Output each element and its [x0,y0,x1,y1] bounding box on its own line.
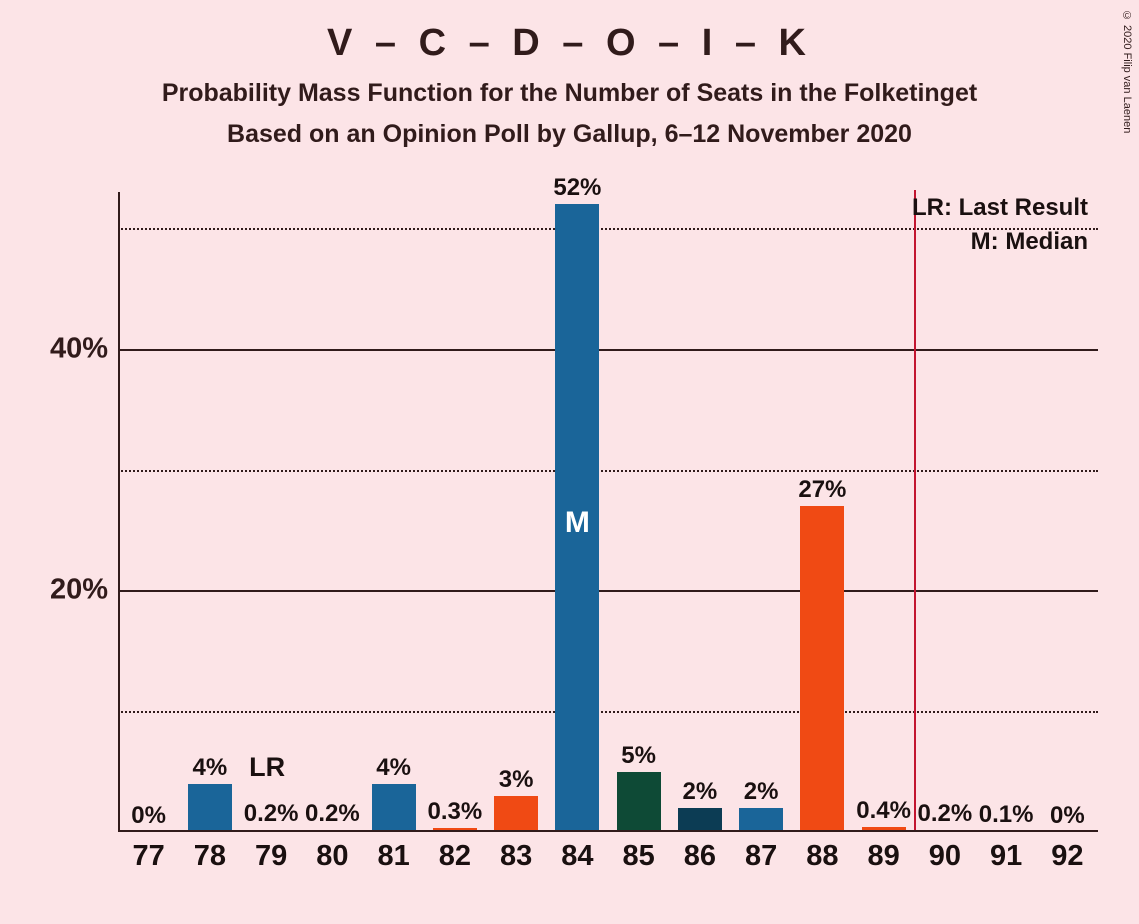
x-tick-label: 85 [622,840,654,873]
bar-value-label: 2% [744,778,779,806]
bar-value-label: 52% [553,174,601,202]
x-tick-label: 87 [745,840,777,873]
chart-subtitle: Probability Mass Function for the Number… [0,79,1139,108]
x-tick-label: 82 [439,840,471,873]
copyright-text: © 2020 Filip van Laenen [1121,10,1133,133]
bar-value-label: 0.2% [244,800,299,828]
grid-line [118,470,1098,472]
bar-value-label: 0.2% [918,800,973,828]
chart-title: V – C – D – O – I – K [0,0,1139,65]
median-annotation: M [565,506,590,540]
y-tick-label: 20% [50,574,108,607]
bar [617,772,661,832]
bar-value-label: 2% [683,778,718,806]
bar [372,784,416,832]
bar [494,796,538,832]
bar-value-label: 4% [376,754,411,782]
bar-value-label: 0.4% [856,797,911,825]
bar-value-label: 0.3% [428,798,483,826]
x-tick-label: 90 [929,840,961,873]
last-result-line [914,190,916,832]
x-tick-label: 77 [132,840,164,873]
bar-value-label: 0% [1050,802,1085,830]
x-tick-label: 91 [990,840,1022,873]
bar [739,808,783,832]
grid-line [118,349,1098,351]
x-tick-label: 83 [500,840,532,873]
bar-value-label: 27% [798,476,846,504]
bar-value-label: 0.2% [305,800,360,828]
x-tick-label: 89 [867,840,899,873]
bar [800,506,844,832]
y-axis [118,192,120,832]
x-tick-label: 79 [255,840,287,873]
lr-annotation: LR [249,752,285,783]
bar-value-label: 3% [499,766,534,794]
x-tick-label: 81 [377,840,409,873]
x-tick-label: 88 [806,840,838,873]
grid-line [118,590,1098,592]
bar-value-label: 4% [193,754,228,782]
y-tick-label: 40% [50,332,108,365]
bar [678,808,722,832]
legend-median: M: Median [971,228,1088,256]
x-tick-label: 92 [1051,840,1083,873]
x-tick-label: 80 [316,840,348,873]
chart-plot-area: 20%40%0%774%780.2%790.2%804%810.3%823%83… [118,192,1098,832]
bar-value-label: 5% [621,742,656,770]
x-tick-label: 84 [561,840,593,873]
chart-subtitle2: Based on an Opinion Poll by Gallup, 6–12… [0,120,1139,149]
grid-line [118,711,1098,713]
x-tick-label: 78 [194,840,226,873]
x-axis [118,830,1098,832]
bar-value-label: 0% [131,802,166,830]
bar [188,784,232,832]
x-tick-label: 86 [684,840,716,873]
legend-lr: LR: Last Result [912,194,1088,222]
grid-line [118,228,1098,230]
bar-value-label: 0.1% [979,801,1034,829]
